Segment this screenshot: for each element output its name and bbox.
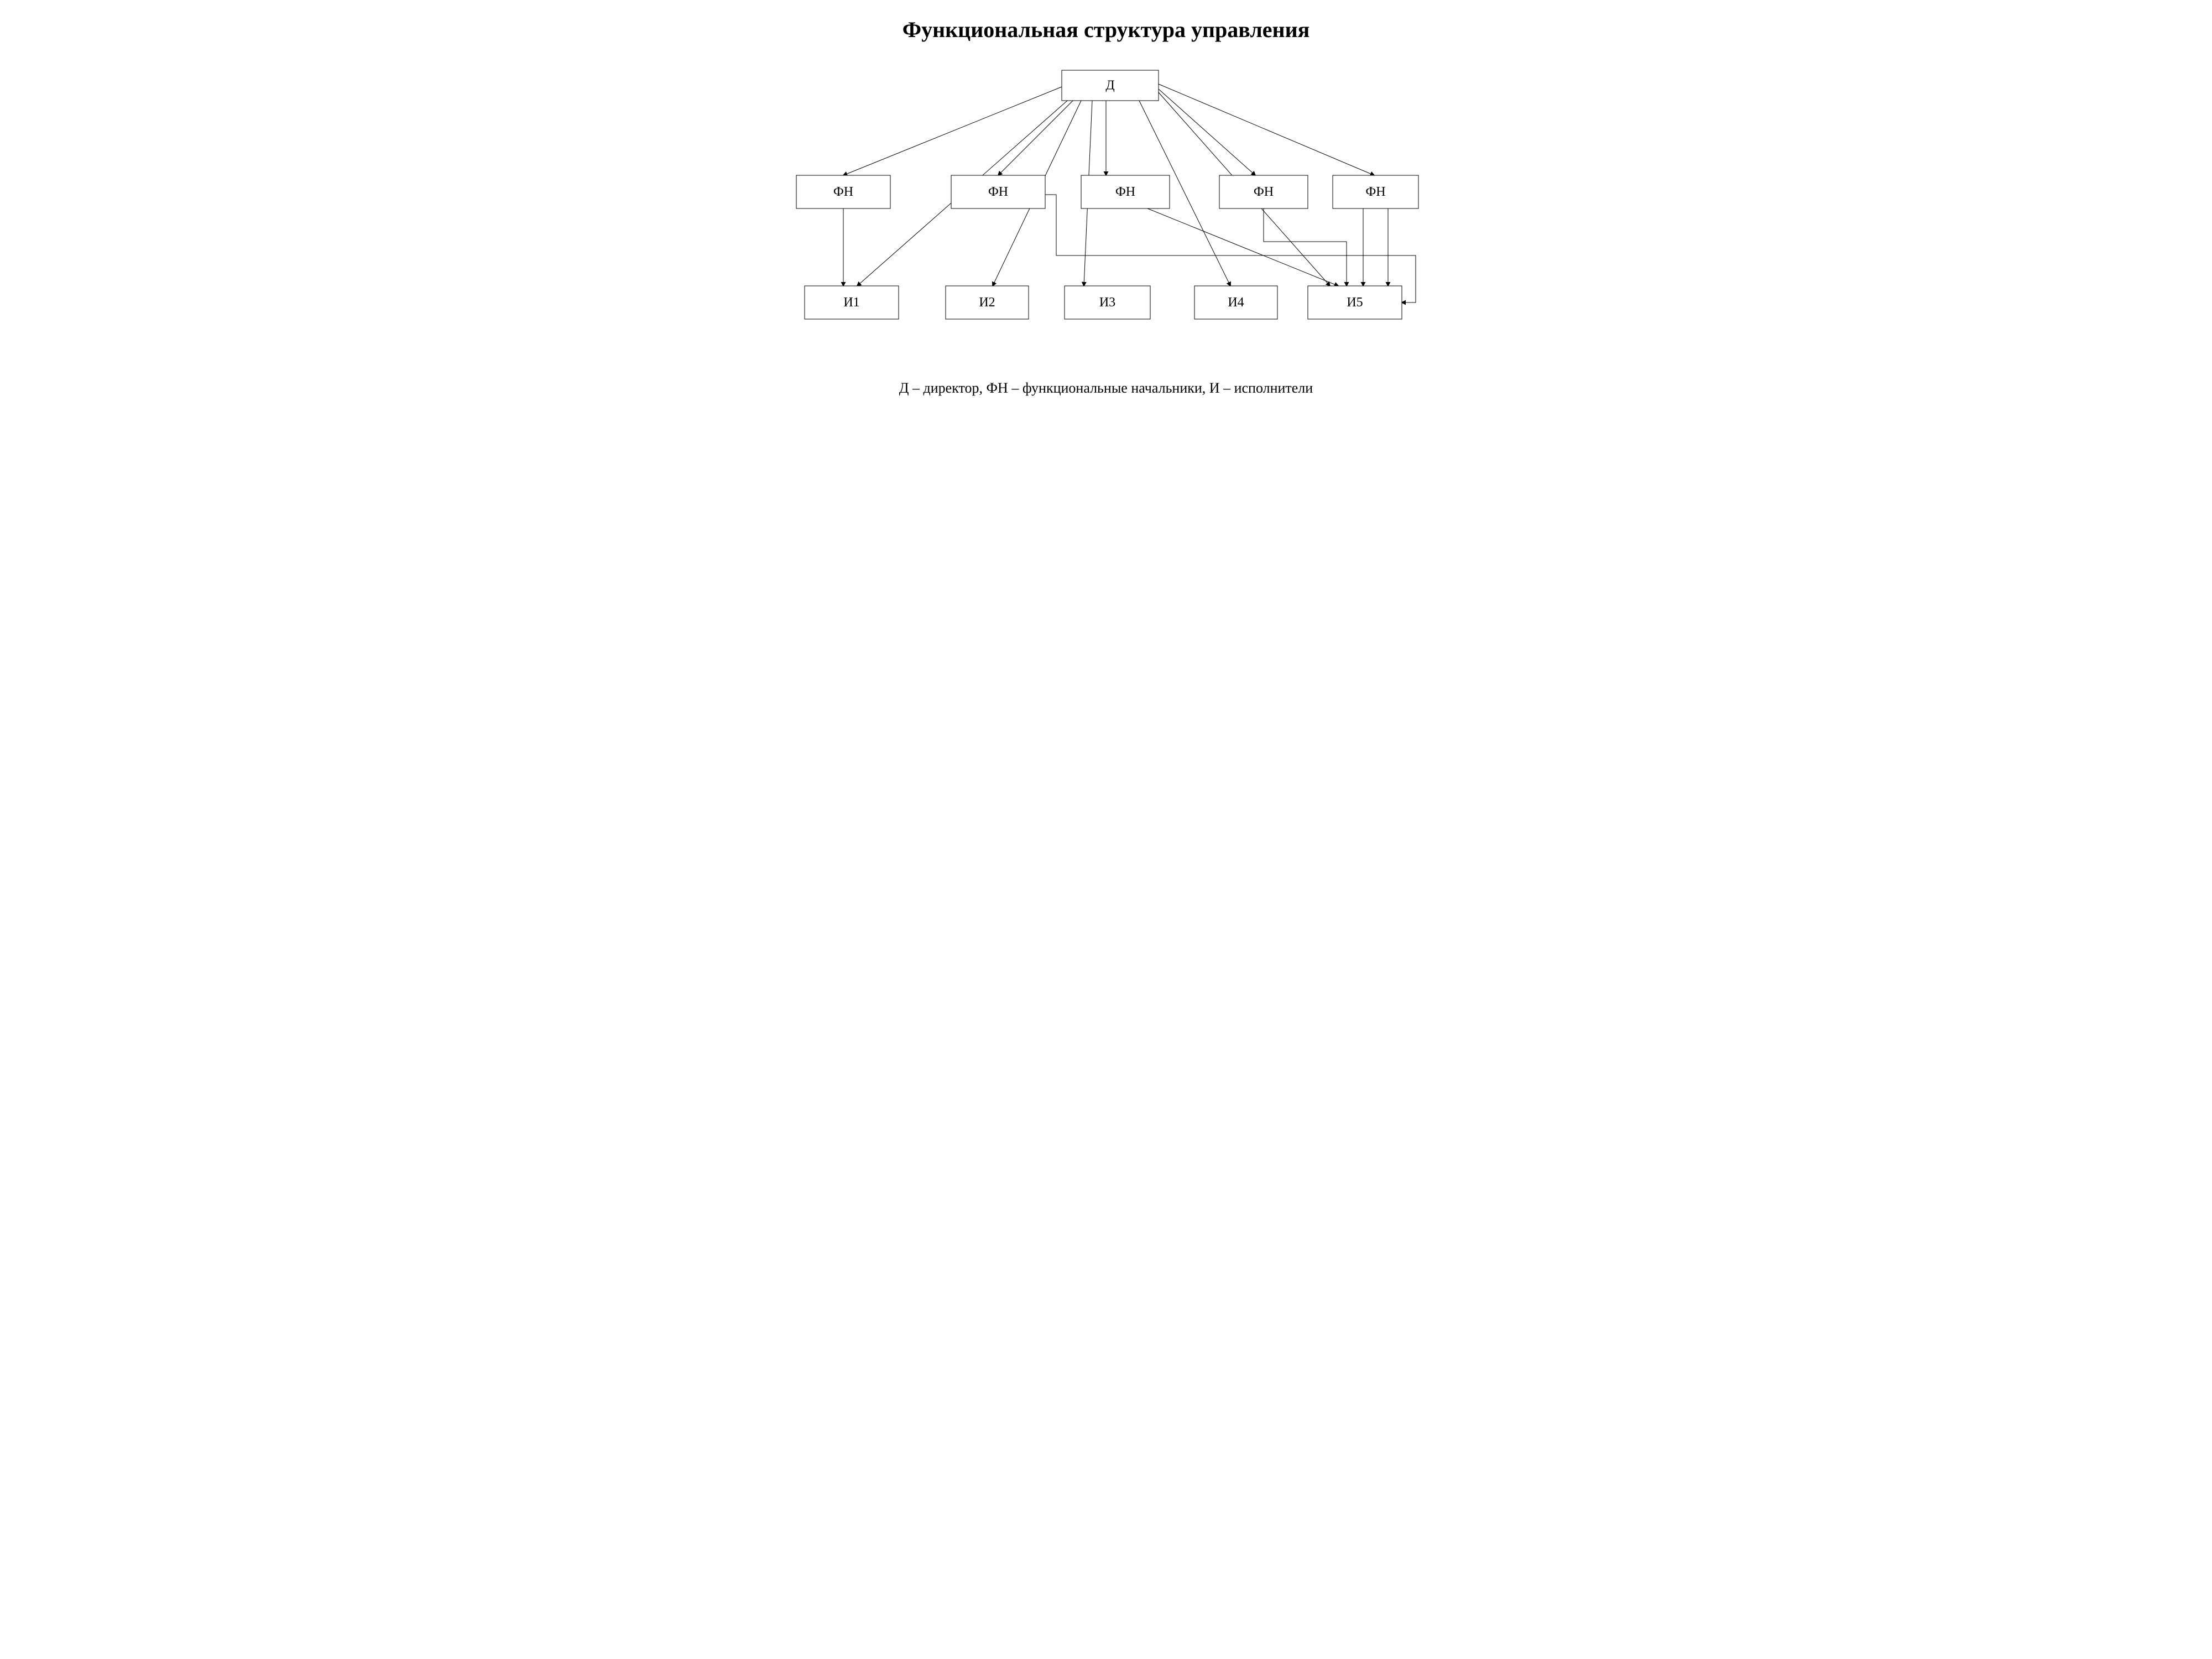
node-FN2: ФН <box>951 175 1045 208</box>
edge <box>1147 208 1338 286</box>
node-label: И3 <box>1099 295 1115 310</box>
node-label: И4 <box>1228 295 1244 310</box>
node-label: ФН <box>1115 185 1135 199</box>
node-I5: И5 <box>1308 286 1402 319</box>
node-label: ФН <box>1254 185 1274 199</box>
caption: Д – директор, ФН – функциональные началь… <box>752 358 1460 430</box>
node-D: Д <box>1062 70 1159 101</box>
edge <box>998 101 1073 175</box>
node-I2: И2 <box>946 286 1029 319</box>
edge <box>1159 84 1374 175</box>
node-I3: И3 <box>1065 286 1150 319</box>
node-FN4: ФН <box>1219 175 1308 208</box>
node-label: Д <box>1105 79 1114 93</box>
page-title: Функциональная структура управления <box>752 0 1460 48</box>
node-FN5: ФН <box>1333 175 1418 208</box>
edge <box>843 87 1062 175</box>
node-label: И1 <box>843 295 859 310</box>
node-I1: И1 <box>805 286 899 319</box>
node-FN3: ФН <box>1081 175 1170 208</box>
node-I4: И4 <box>1194 286 1277 319</box>
edge <box>1264 208 1347 286</box>
org-chart: Д ФН ФН ФН ФН ФН И1 И2 И3 И4 И5 <box>774 48 1438 358</box>
node-label: ФН <box>1365 185 1385 199</box>
nodes-layer: Д ФН ФН ФН ФН ФН И1 И2 И3 И4 И5 <box>796 70 1418 319</box>
node-label: ФН <box>833 185 853 199</box>
node-label: И2 <box>979 295 995 310</box>
node-FN1: ФН <box>796 175 890 208</box>
node-label: И5 <box>1347 295 1363 310</box>
node-label: ФН <box>988 185 1008 199</box>
edge <box>1159 89 1255 175</box>
